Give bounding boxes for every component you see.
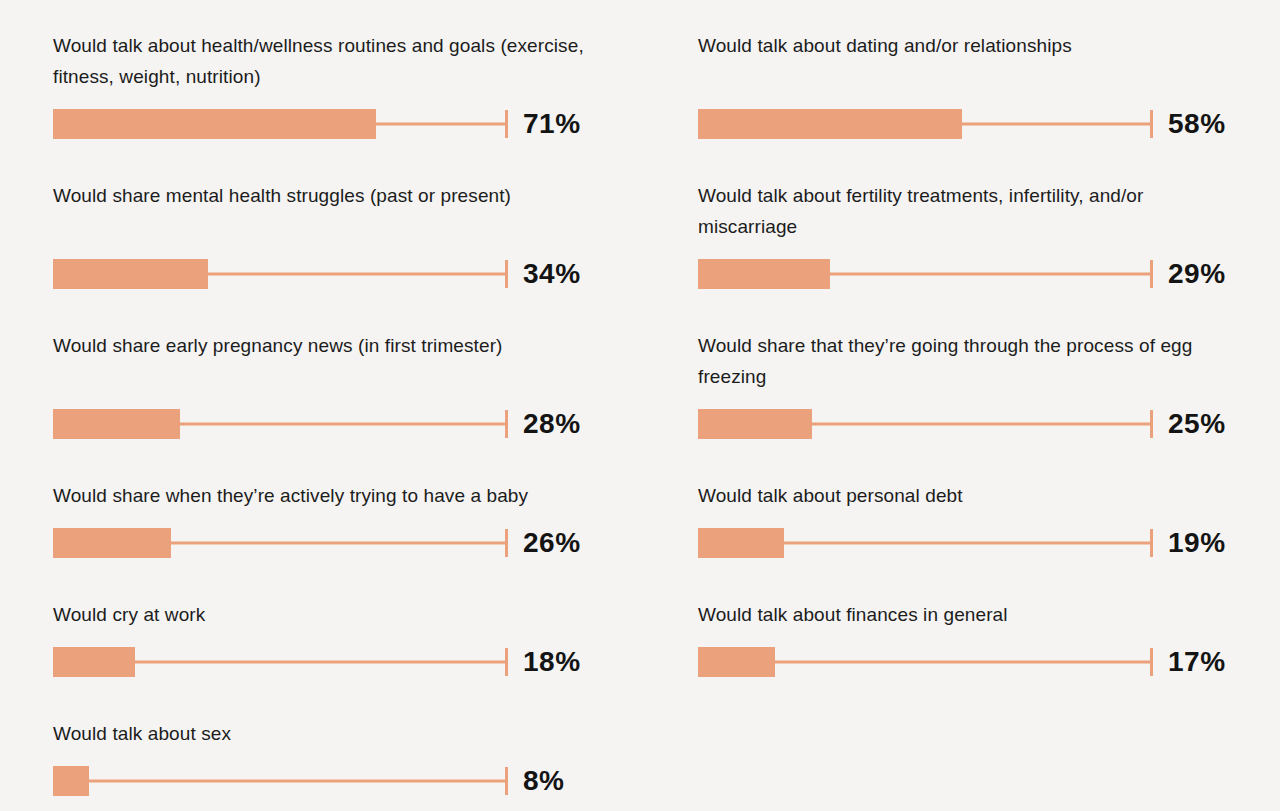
bar-area: 19% <box>698 527 1240 559</box>
bar-fill <box>53 766 89 796</box>
bar-chart-item: Would talk about fertility treatments, i… <box>698 180 1240 290</box>
bar-value-label: 29% <box>1168 258 1226 290</box>
bar-chart-item: Would share that they’re going through t… <box>698 330 1240 440</box>
bar-track <box>53 766 508 796</box>
bar-end-tick <box>505 260 508 288</box>
bar-area: 8% <box>53 765 595 797</box>
bar-end-tick <box>505 529 508 557</box>
bar-area: 18% <box>53 646 595 678</box>
bar-item-label: Would talk about sex <box>53 718 595 749</box>
bar-item-label: Would share that they’re going through t… <box>698 330 1240 392</box>
bar-track <box>53 528 508 558</box>
bar-value-label: 34% <box>523 258 581 290</box>
bar-chart-item: Would talk about health/wellness routine… <box>53 30 595 140</box>
bar-value-label: 25% <box>1168 408 1226 440</box>
bar-fill <box>53 109 376 139</box>
bar-track <box>53 259 508 289</box>
bar-item-label: Would talk about fertility treatments, i… <box>698 180 1240 242</box>
bar-chart-item: Would share when they’re actively trying… <box>53 480 595 559</box>
bar-value-label: 19% <box>1168 527 1226 559</box>
bar-track <box>53 109 508 139</box>
bar-end-tick <box>505 110 508 138</box>
bar-end-tick <box>1150 110 1153 138</box>
bar-fill <box>53 528 171 558</box>
bar-end-tick <box>505 767 508 795</box>
bar-fill <box>698 528 784 558</box>
bar-value-label: 28% <box>523 408 581 440</box>
bar-area: 17% <box>698 646 1240 678</box>
bar-value-label: 8% <box>523 765 564 797</box>
bar-item-label: Would cry at work <box>53 599 595 630</box>
bar-track <box>698 109 1153 139</box>
bar-chart-item: Would cry at work 18% <box>53 599 595 678</box>
bar-area: 71% <box>53 108 595 140</box>
bar-fill <box>53 409 180 439</box>
bar-item-label: Would talk about health/wellness routine… <box>53 30 595 92</box>
bar-fill <box>698 259 830 289</box>
bar-value-label: 58% <box>1168 108 1226 140</box>
bar-fill <box>698 409 812 439</box>
bar-fill <box>698 109 962 139</box>
bar-chart-item: Would talk about personal debt 19% <box>698 480 1240 559</box>
bar-fill <box>53 259 208 289</box>
bar-track <box>698 409 1153 439</box>
bar-item-label: Would talk about dating and/or relations… <box>698 30 1240 61</box>
bar-value-label: 17% <box>1168 646 1226 678</box>
bar-area: 28% <box>53 408 595 440</box>
bar-area: 26% <box>53 527 595 559</box>
bar-fill <box>698 647 775 677</box>
bar-end-tick <box>505 648 508 676</box>
bar-track <box>698 259 1153 289</box>
bar-value-label: 71% <box>523 108 581 140</box>
bar-chart-item: Would share early pregnancy news (in fir… <box>53 330 595 440</box>
bar-item-label: Would talk about personal debt <box>698 480 1240 511</box>
bar-track <box>53 409 508 439</box>
bar-end-tick <box>1150 410 1153 438</box>
bar-area: 34% <box>53 258 595 290</box>
bar-track <box>698 647 1153 677</box>
bar-item-label: Would share early pregnancy news (in fir… <box>53 330 595 361</box>
bar-area: 25% <box>698 408 1240 440</box>
bar-track-line <box>53 780 507 783</box>
bar-area: 58% <box>698 108 1240 140</box>
bar-value-label: 18% <box>523 646 581 678</box>
bar-item-label: Would share when they’re actively trying… <box>53 480 595 511</box>
survey-bar-chart: Would talk about health/wellness routine… <box>0 0 1280 811</box>
bar-end-tick <box>1150 529 1153 557</box>
bar-fill <box>53 647 135 677</box>
bar-value-label: 26% <box>523 527 581 559</box>
bar-track <box>698 528 1153 558</box>
bar-area: 29% <box>698 258 1240 290</box>
bar-end-tick <box>1150 260 1153 288</box>
bar-chart-item: Would talk about sex 8% <box>53 718 595 797</box>
bar-item-label: Would talk about finances in general <box>698 599 1240 630</box>
bar-track <box>53 647 508 677</box>
bar-chart-item: Would share mental health struggles (pas… <box>53 180 595 290</box>
bar-end-tick <box>505 410 508 438</box>
bar-end-tick <box>1150 648 1153 676</box>
bar-item-label: Would share mental health struggles (pas… <box>53 180 595 211</box>
bar-chart-item: Would talk about dating and/or relations… <box>698 30 1240 140</box>
bar-chart-item: Would talk about finances in general 17% <box>698 599 1240 678</box>
